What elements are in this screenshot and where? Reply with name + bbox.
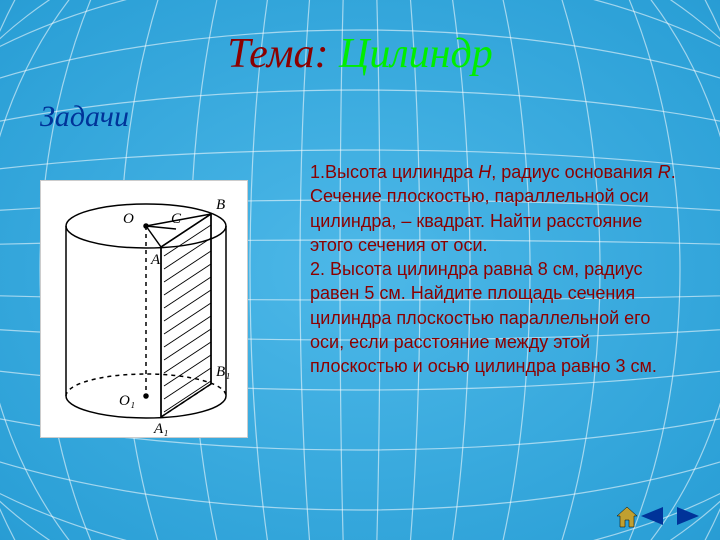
next-button[interactable] (674, 504, 702, 528)
title-subject: Цилиндр (339, 31, 493, 77)
home-button[interactable] (614, 504, 640, 530)
label-A1: A₁ (153, 421, 168, 437)
slide-title: Тема: Цилиндр (0, 30, 720, 78)
label-A: A (150, 252, 161, 268)
label-C: C (171, 211, 182, 227)
nav-buttons (638, 504, 702, 528)
title-label: Тема: (227, 31, 328, 77)
label-O1: O₁ (119, 393, 135, 409)
cylinder-diagram: O O₁ A A₁ B B₁ C (40, 180, 248, 438)
prev-button[interactable] (638, 504, 666, 528)
problems-text: 1.Высота цилиндра H, радиус основания R.… (310, 160, 680, 379)
label-O: O (123, 211, 134, 227)
slide-subtitle: Задачи (40, 100, 129, 134)
problem-2: 2. Высота цилиндра равна 8 см, радиус ра… (310, 259, 657, 376)
problem-1: 1.Высота цилиндра H, радиус основания R.… (310, 162, 676, 255)
label-B1: B₁ (216, 364, 230, 380)
label-B: B (216, 197, 225, 213)
